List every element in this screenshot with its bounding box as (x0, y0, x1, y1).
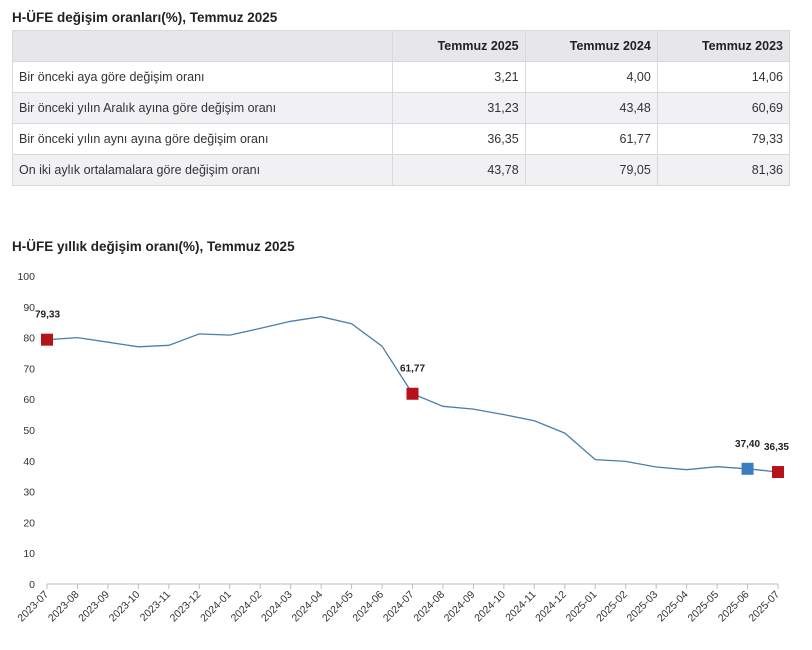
cell-value: 81,36 (656, 154, 791, 186)
x-tick-label: 2025-06 (716, 589, 752, 625)
cell-value: 60,69 (656, 92, 791, 124)
x-tick-label: 2023-08 (46, 589, 82, 625)
y-tick-label: 50 (23, 425, 35, 437)
data-point-marker (41, 333, 53, 346)
table-row: Bir önceki yılın aynı ayına göre değişim… (11, 123, 791, 155)
table-row: Bir önceki yılın Aralık ayına göre değiş… (11, 92, 791, 124)
column-header-2023: Temmuz 2023 (656, 30, 791, 62)
table-header-row: Temmuz 2025 Temmuz 2024 Temmuz 2023 (11, 30, 791, 62)
x-tick-label: 2023-07 (15, 589, 51, 625)
cell-value: 43,48 (524, 92, 658, 124)
y-tick-label: 70 (23, 363, 35, 375)
column-header-2024: Temmuz 2024 (524, 30, 658, 62)
x-tick-label: 2024-09 (442, 589, 478, 625)
row-label: On iki aylık ortalamalara göre değişim o… (11, 154, 394, 186)
annual-change-line-chart: 01020304050607080901002023-072023-082023… (15, 271, 789, 625)
x-tick-label: 2024-02 (229, 589, 265, 625)
cell-value: 79,33 (656, 123, 791, 155)
y-tick-label: 30 (23, 487, 35, 499)
x-tick-label: 2023-12 (168, 589, 204, 625)
y-tick-label: 90 (23, 302, 35, 314)
x-tick-label: 2025-07 (746, 589, 782, 625)
data-point-marker (772, 466, 784, 479)
x-tick-label: 2025-04 (655, 589, 691, 625)
x-tick-label: 2024-07 (381, 589, 417, 625)
x-tick-label: 2023-09 (76, 589, 112, 625)
x-tick-label: 2024-06 (350, 589, 386, 625)
data-point-marker (406, 387, 419, 400)
y-tick-label: 20 (23, 517, 35, 529)
y-tick-label: 0 (29, 579, 35, 591)
x-tick-label: 2024-01 (198, 589, 234, 625)
table-title: H-ÜFE değişim oranları(%), Temmuz 2025 (12, 10, 278, 25)
cell-value: 36,35 (392, 123, 526, 155)
column-header-2025: Temmuz 2025 (392, 30, 526, 62)
x-tick-label: 2024-11 (503, 589, 538, 624)
cell-value: 61,77 (524, 123, 658, 155)
cell-value: 3,21 (392, 61, 526, 93)
cell-value: 79,05 (524, 154, 658, 186)
row-label: Bir önceki yılın aynı ayına göre değişim… (11, 123, 394, 155)
cell-value: 43,78 (392, 154, 526, 186)
x-tick-label: 2025-01 (564, 589, 600, 625)
y-tick-label: 40 (23, 456, 35, 468)
x-tick-label: 2024-03 (259, 589, 295, 625)
x-tick-label: 2024-10 (472, 589, 508, 625)
x-tick-label: 2023-10 (107, 589, 143, 625)
table-row: Bir önceki aya göre değişim oranı 3,21 4… (11, 61, 791, 93)
x-tick-label: 2024-12 (533, 589, 569, 625)
table-row: On iki aylık ortalamalara göre değişim o… (11, 154, 791, 186)
x-tick-label: 2024-05 (320, 589, 356, 625)
cell-value: 4,00 (524, 61, 658, 93)
x-tick-label: 2023-11 (138, 589, 173, 624)
change-rates-table: Temmuz 2025 Temmuz 2024 Temmuz 2023 Bir … (11, 30, 791, 186)
chart-title: H-ÜFE yıllık değişim oranı(%), Temmuz 20… (12, 239, 295, 254)
y-tick-label: 100 (17, 271, 35, 283)
x-tick-label: 2024-08 (411, 589, 447, 625)
x-tick-label: 2025-03 (625, 589, 661, 625)
data-point-marker (741, 462, 754, 475)
column-header-label (11, 30, 394, 62)
cell-value: 14,06 (656, 61, 791, 93)
data-label: 79,33 (35, 310, 60, 321)
x-tick-label: 2025-02 (594, 589, 630, 625)
x-tick-label: 2025-05 (685, 589, 721, 625)
y-tick-label: 10 (23, 548, 35, 560)
y-tick-label: 80 (23, 333, 35, 345)
y-tick-label: 60 (23, 394, 35, 406)
data-label: 36,35 (764, 442, 789, 453)
data-label: 61,77 (400, 364, 425, 375)
cell-value: 31,23 (392, 92, 526, 124)
row-label: Bir önceki aya göre değişim oranı (11, 61, 394, 93)
x-tick-label: 2024-04 (290, 589, 326, 625)
row-label: Bir önceki yılın Aralık ayına göre değiş… (11, 92, 394, 124)
data-label: 37,40 (735, 439, 760, 450)
